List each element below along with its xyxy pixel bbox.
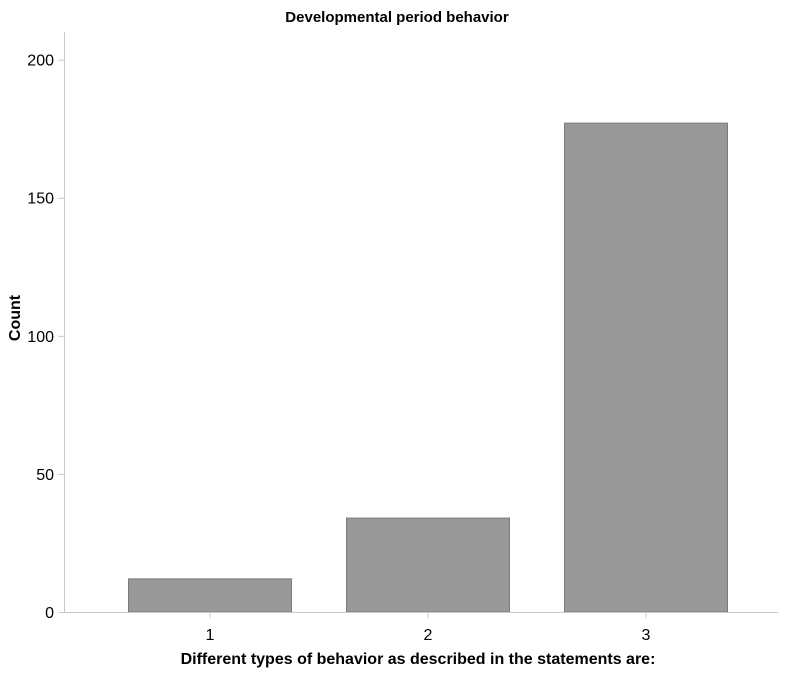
y-axis-ticks: 0 50 100 150 200: [27, 53, 64, 622]
x-axis-ticks: 1 2 3: [206, 612, 651, 644]
bar-1: [128, 578, 292, 613]
bar-3: [564, 122, 728, 613]
y-axis-label: Count: [7, 294, 24, 341]
x-axis-label: Different types of behavior as described…: [181, 651, 656, 668]
y-tick-label: 200: [27, 53, 54, 70]
y-tick-label: 100: [27, 329, 54, 346]
y-tick-label: 0: [45, 605, 54, 622]
chart-title: Developmental period behavior: [285, 9, 509, 26]
x-tick-label: 2: [424, 627, 433, 644]
y-tick-label: 150: [27, 191, 54, 208]
y-tick-label: 50: [36, 467, 54, 484]
x-tick-label: 3: [642, 627, 651, 644]
bars-group: [128, 122, 728, 613]
bar-2: [346, 517, 510, 613]
x-tick-label: 1: [206, 627, 215, 644]
